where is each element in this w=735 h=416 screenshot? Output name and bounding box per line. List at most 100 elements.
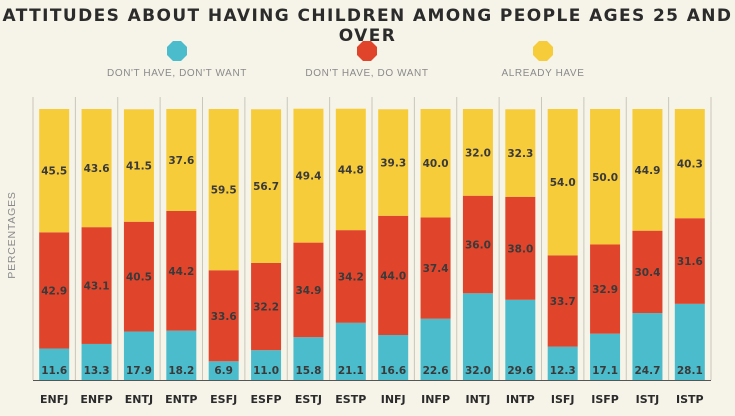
data-label: 42.9	[41, 285, 67, 297]
bar-segment-enfj-s0	[39, 348, 70, 380]
data-label: 40.5	[126, 272, 152, 284]
bar-segment-isfp-s2	[590, 109, 621, 245]
bar-segment-isfj-s2	[547, 109, 578, 256]
bar-segment-intj-s2	[462, 109, 493, 196]
bar-segment-isfp-s1	[590, 244, 621, 334]
bar-segment-esfp-s1	[251, 262, 282, 351]
octagon-dot-icon	[357, 41, 377, 61]
x-tick-label: ESFJ	[210, 393, 237, 406]
bar-segment-entj-s1	[123, 221, 154, 332]
x-tick-label: ISTJ	[636, 393, 660, 406]
data-label: 32.3	[507, 148, 533, 160]
data-label: 15.8	[295, 365, 321, 377]
bar-segment-entj-s0	[123, 331, 154, 380]
data-label: 32.0	[465, 365, 491, 377]
chart-title: ATTITUDES ABOUT HAVING CHILDREN AMONG PE…	[2, 6, 733, 46]
data-label: 17.1	[592, 365, 618, 377]
data-label: 12.3	[550, 365, 576, 377]
x-tick-label: ESTJ	[295, 393, 322, 406]
data-label: 44.8	[338, 164, 364, 176]
legend-label-already-have: ALREADY HAVE	[501, 68, 585, 79]
bar-segment-estj-s0	[293, 337, 324, 380]
x-tick-label: ENFJ	[40, 393, 68, 406]
bar-segment-estj-s1	[293, 242, 324, 338]
bar-segment-esfp-s0	[251, 350, 282, 380]
data-label: 32.2	[253, 302, 279, 314]
data-label: 44.2	[168, 266, 194, 278]
data-label: 33.6	[211, 311, 237, 323]
bar-segment-enfp-s1	[81, 227, 112, 344]
bar-segment-esfj-s1	[208, 270, 239, 362]
data-label: 32.9	[592, 284, 618, 296]
data-label: 11.0	[253, 365, 279, 377]
bar-segment-entj-s2	[123, 109, 154, 222]
legend-item-already-have: ALREADY HAVE	[458, 40, 628, 79]
data-label: 45.5	[41, 166, 67, 178]
x-tick-label: INFJ	[381, 393, 406, 406]
data-label: 41.5	[126, 161, 152, 173]
data-label: 33.7	[550, 296, 576, 308]
bar-segment-intj-s0	[462, 293, 493, 380]
data-label: 28.1	[677, 365, 703, 377]
legend-item-do-want: DON'T HAVE, DO WANT	[282, 40, 452, 79]
x-tick-label: INFP	[421, 393, 450, 406]
bar-segment-estp-s0	[335, 322, 366, 380]
bar-segment-istp-s1	[674, 218, 705, 304]
data-label: 22.6	[423, 365, 449, 377]
data-label: 32.0	[465, 147, 491, 159]
bar-segment-enfp-s2	[81, 109, 112, 228]
data-label: 49.4	[295, 171, 321, 183]
data-label: 13.3	[84, 365, 110, 377]
data-label: 50.0	[592, 172, 618, 184]
x-tick-label: INTJ	[465, 393, 490, 406]
bar-segment-infj-s0	[378, 335, 409, 380]
bar-segment-enfj-s2	[39, 109, 70, 233]
bar-segment-istp-s0	[674, 303, 705, 380]
bar-segment-isfp-s0	[590, 333, 621, 380]
bar-segment-esfj-s2	[208, 109, 239, 271]
x-tick-label: ISTP	[676, 393, 704, 406]
bar-segment-infp-s2	[420, 109, 451, 218]
bar-segment-intp-s1	[505, 196, 536, 300]
x-tick-label: ISFJ	[551, 393, 575, 406]
data-label: 31.6	[677, 256, 703, 268]
x-tick-label: ENFP	[80, 393, 112, 406]
bar-segment-intp-s2	[505, 109, 536, 197]
data-label: 56.7	[253, 181, 279, 193]
bar-segment-estp-s2	[335, 108, 366, 231]
data-label: 16.6	[380, 365, 406, 377]
legend-item-dont-want: DON'T HAVE, DON'T WANT	[92, 40, 262, 79]
data-label: 37.6	[168, 155, 194, 167]
bar-segment-infp-s1	[420, 217, 451, 319]
data-label: 24.7	[634, 365, 660, 377]
x-tick-label: ENTP	[165, 393, 197, 406]
bar-segment-istj-s2	[632, 109, 663, 231]
bar-segment-istj-s1	[632, 230, 663, 314]
data-label: 40.0	[423, 158, 449, 170]
bar-segment-estj-s2	[293, 108, 324, 243]
data-label: 34.9	[295, 285, 321, 297]
data-label: 36.0	[465, 240, 491, 252]
data-label: 34.2	[338, 271, 364, 283]
bar-segment-intp-s0	[505, 299, 536, 380]
bar-segment-infj-s1	[378, 215, 409, 336]
x-tick-label: ESFP	[251, 393, 282, 406]
bar-segment-entp-s2	[166, 109, 197, 211]
bar-segment-intj-s1	[462, 195, 493, 294]
bar-segment-infp-s0	[420, 318, 451, 380]
bar-segment-isfj-s1	[547, 255, 578, 347]
data-label: 6.9	[214, 365, 233, 377]
data-label: 17.9	[126, 365, 152, 377]
data-label: 38.0	[507, 243, 533, 255]
data-label: 44.9	[634, 165, 660, 177]
bar-segment-enfj-s1	[39, 232, 70, 349]
bar-segment-enfp-s0	[81, 343, 112, 380]
data-label: 43.1	[84, 281, 110, 293]
data-label: 43.6	[84, 163, 110, 175]
data-label: 39.3	[380, 158, 406, 170]
data-label: 11.6	[41, 365, 67, 377]
data-label: 44.0	[380, 270, 406, 282]
bar-segment-esfp-s2	[251, 109, 282, 263]
